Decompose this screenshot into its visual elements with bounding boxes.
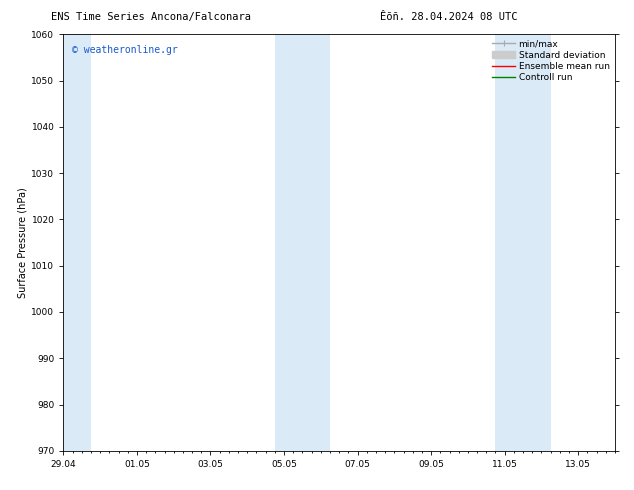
Bar <box>275 34 330 451</box>
Legend: min/max, Standard deviation, Ensemble mean run, Controll run: min/max, Standard deviation, Ensemble me… <box>489 37 612 85</box>
Text: ENS Time Series Ancona/Falconara: ENS Time Series Ancona/Falconara <box>51 12 250 22</box>
Bar <box>63 34 91 451</box>
Bar <box>496 34 551 451</box>
Text: © weatheronline.gr: © weatheronline.gr <box>72 45 178 55</box>
Text: Êõñ. 28.04.2024 08 UTC: Êõñ. 28.04.2024 08 UTC <box>380 12 518 22</box>
Y-axis label: Surface Pressure (hPa): Surface Pressure (hPa) <box>17 187 27 298</box>
